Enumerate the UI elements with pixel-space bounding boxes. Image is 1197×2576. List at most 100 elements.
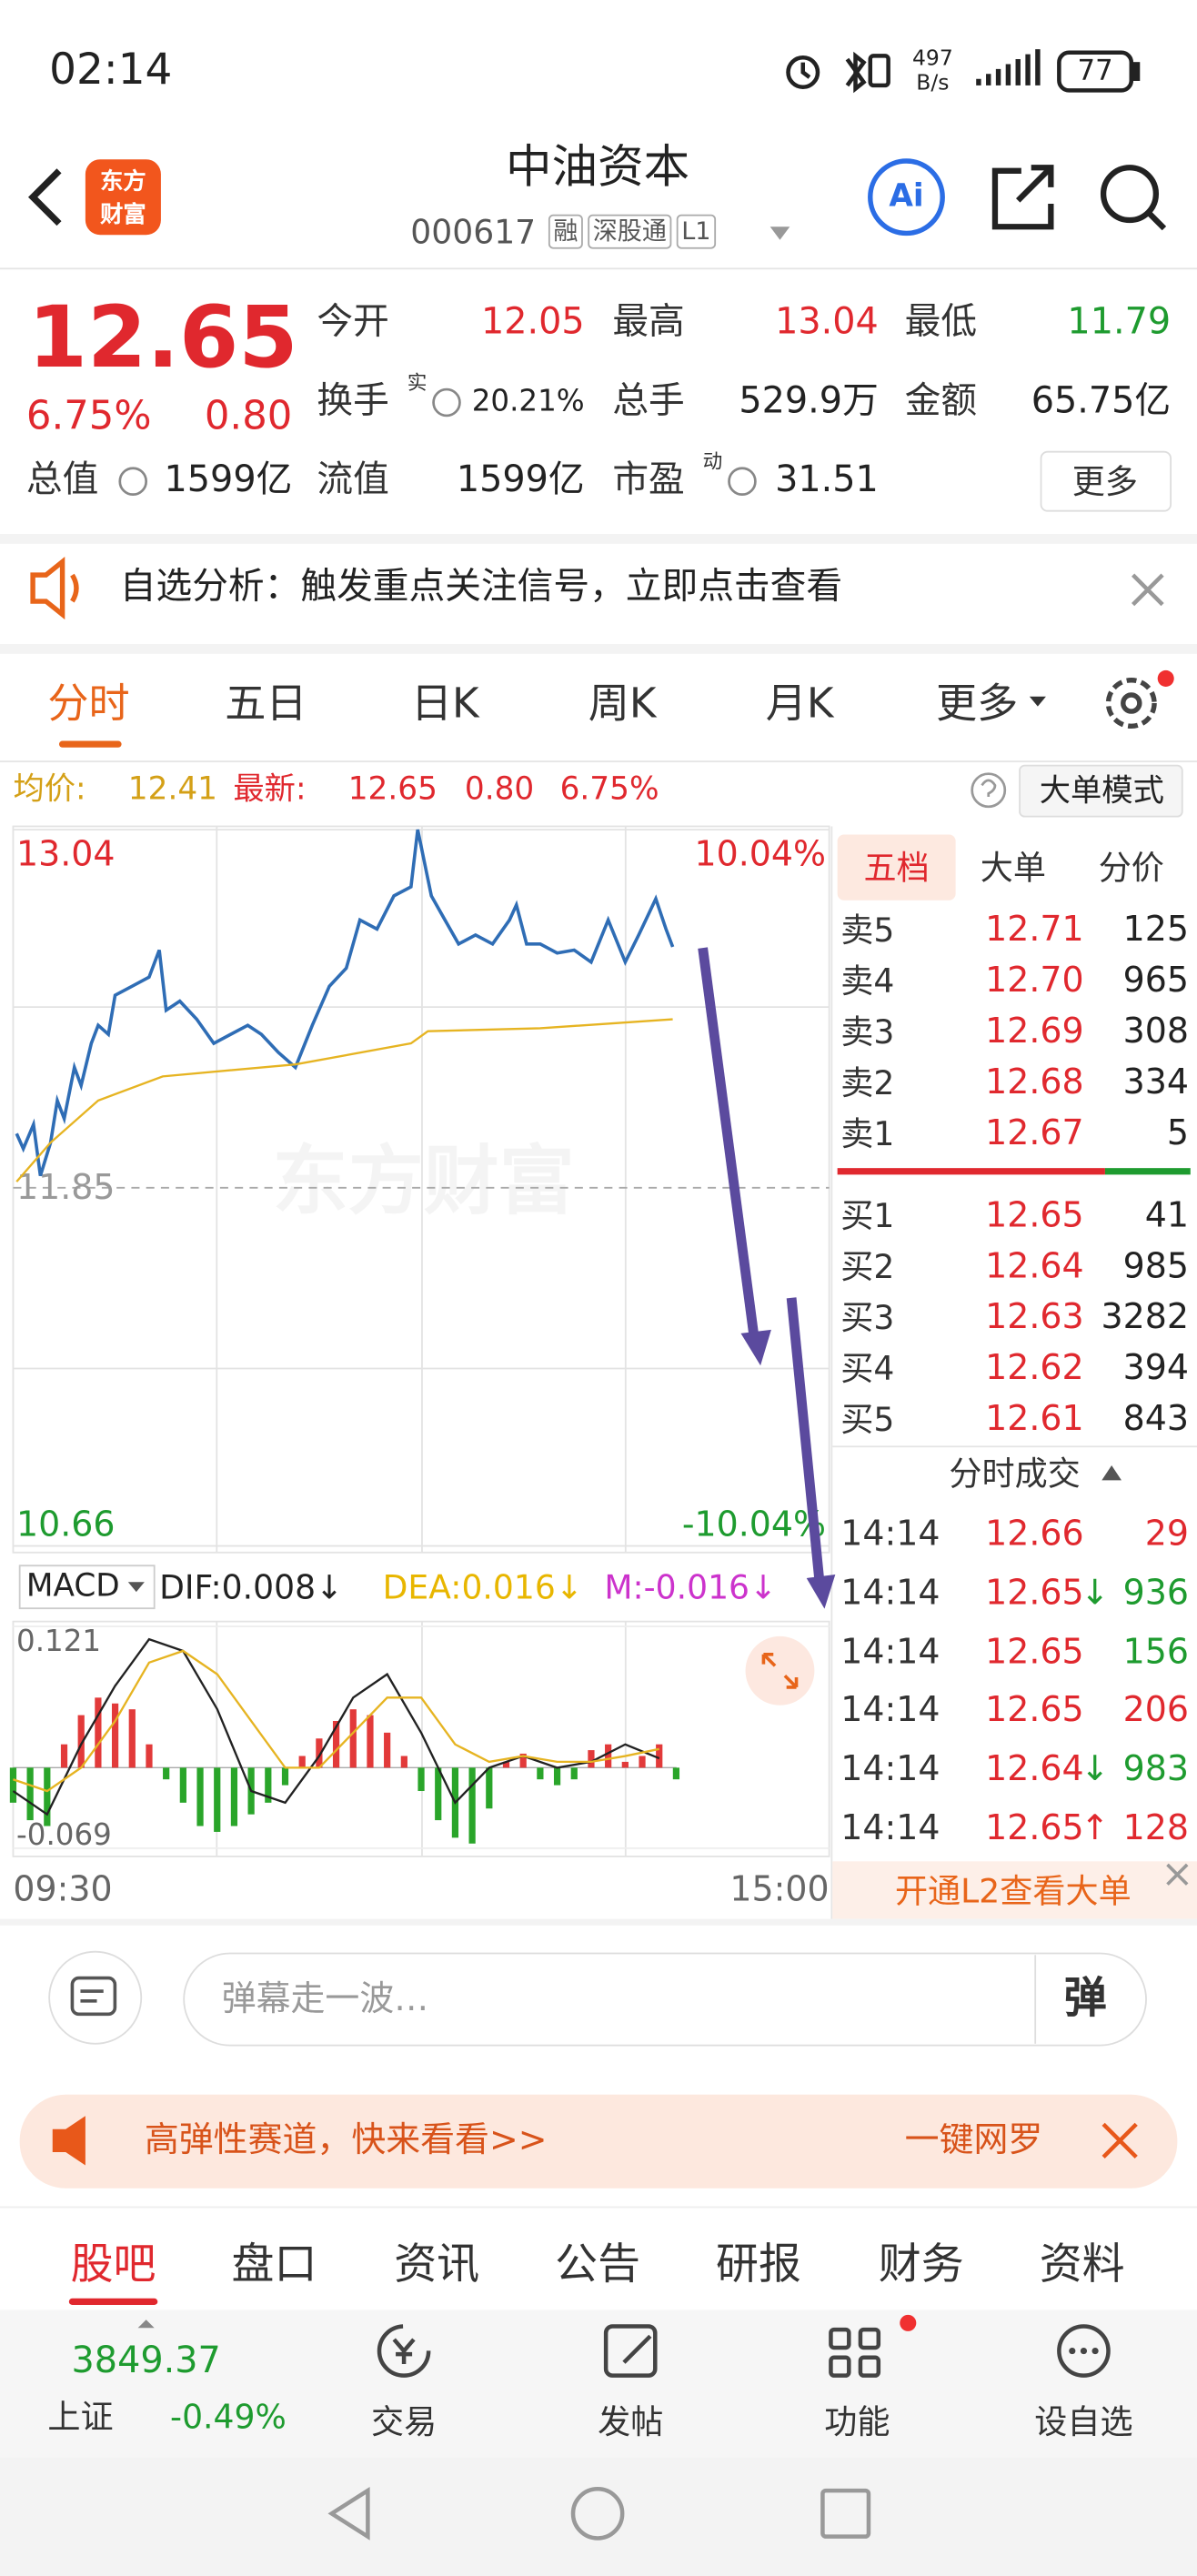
ad-bg[interactable] (19, 2094, 1178, 2189)
macd-bar (214, 1767, 221, 1832)
mode-button[interactable]: 大单模式 (1039, 772, 1164, 810)
m-label: M:-0.016↓ (604, 1567, 778, 1607)
trade-volume: 128 (1122, 1807, 1189, 1847)
stat-label: 最高 (612, 302, 685, 344)
section-tab[interactable]: 研报 (716, 2240, 801, 2290)
stat-value: 31.51 (775, 459, 879, 501)
stat-value: 13.04 (775, 302, 879, 344)
trade-price: 12.66 (985, 1514, 1084, 1554)
stat-value: 20.21% (471, 384, 585, 419)
system-nav-icons[interactable] (327, 2486, 871, 2541)
stock-tag: L1 (676, 214, 716, 249)
section-tab[interactable]: 盘口 (231, 2240, 317, 2290)
dropdown-icon[interactable] (770, 226, 790, 240)
nav-item[interactable]: 设自选 (1034, 2401, 1133, 2441)
macd-bar (570, 1767, 578, 1780)
book-level: 卖2 (840, 1062, 895, 1102)
dea-label: DEA:0.016↓ (382, 1567, 584, 1607)
help-icon[interactable] (971, 772, 1007, 809)
nav-item[interactable]: 发帖 (598, 2401, 664, 2441)
macd-bar (605, 1744, 612, 1768)
trade-price: 12.65 (985, 1690, 1084, 1730)
ai-button[interactable]: Ai (889, 177, 924, 215)
close-icon[interactable] (1101, 2122, 1138, 2159)
macd-bar (400, 1756, 407, 1768)
nav-item[interactable]: 交易 (370, 2401, 438, 2441)
macd-bar (537, 1767, 544, 1780)
watermark: 东方财富 (273, 1137, 575, 1225)
logo-text: 东方 (100, 169, 146, 196)
macd-bar (26, 1767, 34, 1821)
ask-ratio (837, 1168, 1105, 1175)
alert-text[interactable]: 自选分析：触发重点关注信号，立即点击查看 (119, 567, 843, 609)
section-tab[interactable]: 公告 (555, 2240, 641, 2290)
nav-icons (377, 2324, 1111, 2378)
close-icon[interactable] (1166, 1863, 1189, 1886)
divider (0, 1918, 1197, 1926)
macd-bar (502, 1761, 510, 1768)
trade-price: 12.65 (985, 1572, 1084, 1613)
mode-button[interactable] (1019, 764, 1183, 818)
section-tab[interactable]: 资料 (1039, 2240, 1125, 2290)
macd-bar (553, 1767, 561, 1786)
divider (0, 533, 1197, 544)
book-tab[interactable]: 大单 (980, 847, 1046, 888)
stat-value: 65.75亿 (1031, 381, 1172, 423)
book-tab[interactable]: 分价 (1098, 847, 1164, 888)
macd-select[interactable] (18, 1565, 156, 1610)
macd-bar (519, 1753, 527, 1768)
price-line (15, 829, 675, 1177)
info-icons (118, 387, 757, 496)
book-price: 12.70 (985, 960, 1084, 1001)
chart-tab[interactable]: 分时 (47, 679, 130, 728)
settings-icon[interactable] (1105, 669, 1174, 730)
book-level: 买5 (840, 1399, 895, 1440)
chart-tab[interactable]: 日K (410, 679, 479, 728)
expand-icon[interactable] (745, 1635, 815, 1706)
trade-volume: 206 (1122, 1690, 1189, 1730)
dropdown-icon (127, 1582, 145, 1593)
comment-placeholder[interactable]: 弹幕走一波… (221, 1978, 429, 2018)
logo-text: 财富 (100, 202, 146, 229)
x-tick-label: 15:00 (729, 1868, 829, 1908)
ad-action[interactable]: 一键网罗 (904, 2123, 1043, 2158)
stat-label: 金额 (904, 381, 978, 423)
macd-bar (230, 1767, 238, 1826)
danmu-button[interactable]: 弹 (1063, 1974, 1107, 2025)
danmu-icon[interactable] (48, 1950, 143, 2045)
trade-direction: ↓ (1080, 1748, 1110, 1789)
chart-tab[interactable]: 更多 (935, 679, 1019, 728)
dropdown-icon[interactable] (1029, 696, 1046, 707)
chart-tab[interactable]: 五日 (225, 679, 307, 728)
chart-tab[interactable]: 月K (765, 679, 834, 728)
ai-icon[interactable] (868, 158, 945, 236)
book-level: 卖4 (840, 961, 895, 1001)
book-tab[interactable]: 五档 (863, 847, 930, 888)
change-pct: 6.75% (25, 392, 152, 439)
book-level: 买1 (840, 1195, 895, 1236)
macd-label[interactable]: MACD (25, 1567, 120, 1605)
comment-input[interactable] (183, 1952, 1147, 2047)
help-icon (981, 779, 997, 797)
section-tab[interactable]: 股吧 (70, 2240, 156, 2290)
close-icon[interactable] (1132, 573, 1164, 607)
share-icon[interactable] (991, 165, 1054, 230)
promo-bg (832, 1861, 1197, 1919)
divider (1034, 1955, 1037, 2044)
section-tab[interactable]: 资讯 (394, 2240, 480, 2290)
y-tick-label: -0.069 (16, 1817, 112, 1852)
more-button[interactable] (1040, 450, 1172, 512)
back-icon[interactable] (27, 168, 62, 226)
megaphone-icon (52, 2116, 86, 2166)
l2-promo[interactable]: 开通L2查看大单 (894, 1871, 1132, 1911)
status-icons (786, 49, 1141, 94)
chart-tab[interactable]: 周K (588, 679, 657, 728)
trade-time: 14:14 (840, 1748, 940, 1789)
ad-text[interactable]: 高弹性赛道，快来看看>> (144, 2119, 548, 2160)
trade-time: 14:14 (840, 1807, 940, 1847)
nav-item[interactable]: 功能 (824, 2401, 890, 2441)
search-icon[interactable] (1100, 165, 1167, 231)
more-button[interactable]: 更多 (1071, 461, 1139, 501)
section-tab[interactable]: 财务 (878, 2240, 964, 2290)
